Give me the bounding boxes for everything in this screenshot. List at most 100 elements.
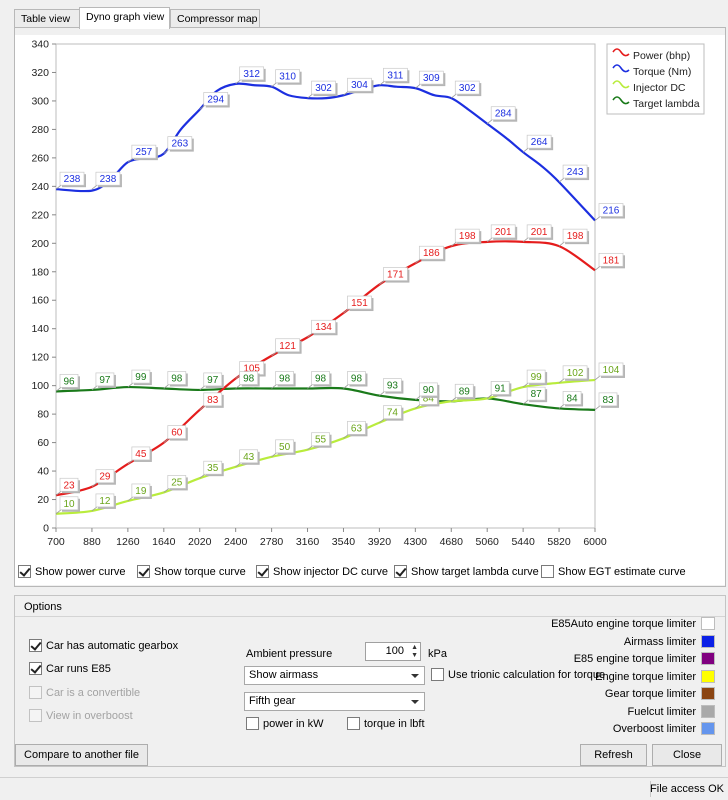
data-label: 302 bbox=[315, 83, 332, 94]
data-label-leader bbox=[235, 384, 241, 389]
checkbox-box[interactable] bbox=[18, 565, 31, 578]
limiter-e85-engine-torque: E85 engine torque limiter bbox=[574, 652, 715, 665]
tab-dyno-graph-view[interactable]: Dyno graph view bbox=[79, 7, 170, 29]
close-button[interactable]: Close bbox=[652, 744, 722, 766]
data-label: 284 bbox=[495, 109, 512, 120]
data-label: 84 bbox=[567, 393, 579, 404]
x-tick-label: 5060 bbox=[476, 536, 500, 548]
legend-swatch bbox=[612, 48, 630, 57]
y-tick-label: 340 bbox=[31, 39, 49, 51]
options-group: Options Car has automatic gearbox Car ru… bbox=[14, 595, 726, 767]
torque-in-lbft-checkbox[interactable]: torque in lbft bbox=[347, 717, 425, 730]
limiter-label: Airmass limiter bbox=[623, 635, 696, 648]
legend-entry: Torque (Nm) bbox=[633, 66, 691, 78]
data-label: 87 bbox=[531, 389, 543, 400]
airmass-select[interactable]: Show airmass bbox=[244, 666, 425, 685]
automatic-gearbox-checkbox[interactable]: Car has automatic gearbox bbox=[29, 639, 178, 652]
show-target-lambda-curve-checkbox[interactable]: Show target lambda curve bbox=[394, 565, 539, 578]
data-label: 238 bbox=[64, 174, 81, 185]
checkbox-box[interactable] bbox=[394, 565, 407, 578]
data-label-leader bbox=[163, 488, 170, 493]
runs-e85-checkbox[interactable]: Car runs E85 bbox=[29, 662, 111, 675]
x-tick-label: 1640 bbox=[152, 536, 176, 548]
data-label-leader bbox=[451, 241, 457, 247]
compare-file-button[interactable]: Compare to another file bbox=[15, 744, 148, 766]
checkbox-box bbox=[29, 686, 42, 699]
limiter-label: Overboost limiter bbox=[612, 722, 696, 735]
data-label: 238 bbox=[100, 174, 117, 185]
y-tick-label: 160 bbox=[31, 295, 49, 307]
data-label-box bbox=[598, 203, 624, 217]
y-tick-label: 320 bbox=[31, 67, 49, 79]
data-label: 90 bbox=[423, 385, 435, 396]
data-label: 98 bbox=[315, 373, 327, 384]
show-injector-dc-curve-checkbox[interactable]: Show injector DC curve bbox=[256, 565, 388, 578]
data-label-box bbox=[275, 371, 294, 385]
show-egt-estimate-curve-checkbox[interactable]: Show EGT estimate curve bbox=[541, 565, 686, 578]
show-power-curve-checkbox[interactable]: Show power curve bbox=[18, 565, 126, 578]
data-label-box bbox=[203, 460, 223, 475]
checkbox-label: Show target lambda curve bbox=[411, 565, 539, 578]
tab-compressor-map[interactable]: Compressor map bbox=[170, 9, 260, 28]
data-label: 98 bbox=[243, 373, 255, 384]
data-label: 309 bbox=[423, 73, 440, 84]
data-label-leader bbox=[379, 80, 385, 86]
data-label-leader bbox=[55, 387, 62, 392]
x-tick-label: 3160 bbox=[296, 536, 320, 548]
y-tick-label: 60 bbox=[37, 437, 49, 449]
trionic-calculation-checkbox[interactable]: Use trionic calculation for torque bbox=[431, 668, 605, 681]
refresh-button[interactable]: Refresh bbox=[580, 744, 647, 766]
data-label: 98 bbox=[279, 373, 291, 384]
x-tick-label: 3920 bbox=[368, 536, 392, 548]
checkbox-label: Show EGT estimate curve bbox=[558, 565, 686, 578]
data-label: 98 bbox=[171, 373, 183, 384]
limiter-fuelcut: Fuelcut limiter bbox=[628, 705, 715, 718]
checkbox-label: Show power curve bbox=[35, 565, 126, 578]
checkbox-box[interactable] bbox=[541, 565, 554, 578]
tab-table-view[interactable]: Table view bbox=[14, 9, 80, 28]
checkbox-box[interactable] bbox=[29, 639, 42, 652]
checkbox-box[interactable] bbox=[431, 668, 444, 681]
show-torque-curve-checkbox[interactable]: Show torque curve bbox=[137, 565, 246, 578]
data-label-leader bbox=[343, 308, 349, 314]
data-label: 74 bbox=[387, 408, 399, 419]
data-label-box bbox=[95, 493, 115, 508]
data-label-leader bbox=[307, 445, 313, 451]
legend-entry: Target lambda bbox=[633, 98, 700, 110]
checkbox-box[interactable] bbox=[137, 565, 150, 578]
data-label-leader bbox=[451, 396, 457, 402]
data-label-box bbox=[311, 432, 330, 447]
checkbox-box[interactable] bbox=[246, 717, 259, 730]
checkbox-label: Use trionic calculation for torque bbox=[448, 668, 606, 681]
data-label-box bbox=[490, 381, 510, 395]
dyno-tab-panel: 0 20 40 60 80 100 120 140 160 180 200 220 240 260 280 3… bbox=[14, 27, 726, 587]
data-label-box bbox=[311, 80, 336, 95]
limiter-e85auto-engine-torque: E85Auto engine torque limiter bbox=[551, 617, 715, 630]
checkbox-box[interactable] bbox=[29, 662, 42, 675]
y-tick-label: 140 bbox=[31, 323, 49, 335]
data-label-leader bbox=[199, 385, 205, 391]
data-label: 310 bbox=[279, 72, 296, 83]
data-label-leader bbox=[415, 395, 421, 401]
data-label-box bbox=[526, 386, 546, 401]
data-label-box bbox=[239, 449, 259, 464]
spin-down-icon[interactable]: ▼ bbox=[411, 652, 418, 659]
data-label-box bbox=[347, 77, 372, 92]
checkbox-box[interactable] bbox=[347, 717, 360, 730]
data-label-box bbox=[311, 371, 330, 385]
limiter-swatch bbox=[701, 652, 715, 665]
spin-up-icon[interactable]: ▲ bbox=[411, 644, 418, 651]
data-label-box bbox=[454, 228, 480, 243]
data-label-box bbox=[347, 371, 366, 385]
data-label-leader bbox=[91, 482, 98, 488]
data-label-leader bbox=[558, 241, 565, 247]
data-label: 99 bbox=[531, 372, 543, 383]
data-label-box bbox=[562, 365, 588, 380]
data-label-box bbox=[131, 369, 151, 384]
gear-select[interactable]: Fifth gear bbox=[244, 692, 425, 711]
data-label-leader bbox=[199, 405, 205, 411]
checkbox-box[interactable] bbox=[256, 565, 269, 578]
power-in-kw-checkbox[interactable]: power in kW bbox=[246, 717, 324, 730]
ambient-pressure-input[interactable]: 100 ▲ ▼ bbox=[365, 642, 421, 661]
data-label: 83 bbox=[207, 395, 219, 406]
